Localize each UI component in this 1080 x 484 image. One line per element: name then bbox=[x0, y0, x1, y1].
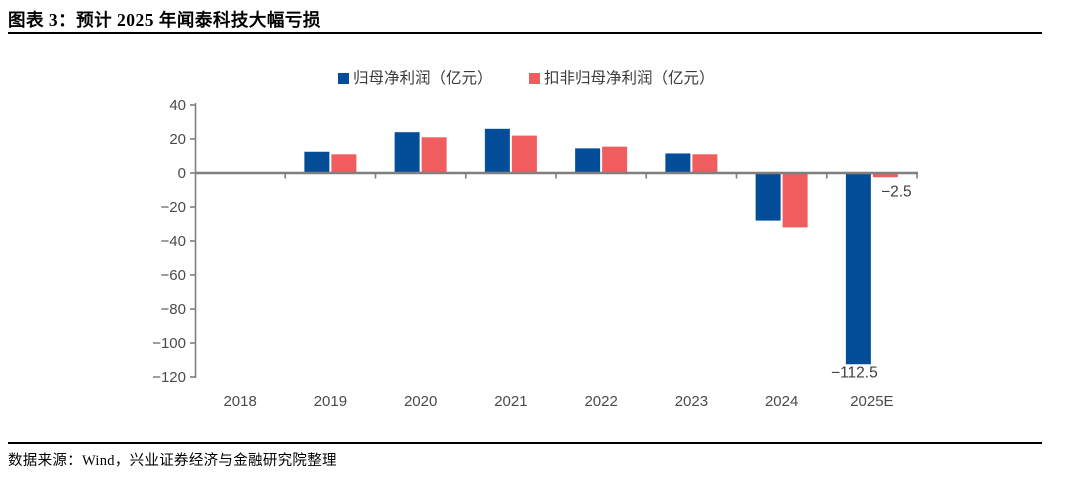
y-tick-label: −100 bbox=[152, 335, 186, 352]
bar bbox=[575, 148, 601, 173]
bar bbox=[304, 151, 330, 173]
bar-value-label: −2.5 bbox=[881, 183, 912, 200]
legend-label: 扣非归母净利润（亿元） bbox=[544, 69, 715, 87]
x-tick-label: 2019 bbox=[314, 393, 347, 410]
bar bbox=[511, 135, 537, 173]
x-tick-label: 2025E bbox=[850, 393, 893, 410]
legend-swatch bbox=[338, 73, 349, 84]
y-tick-label: −120 bbox=[152, 369, 186, 386]
legend-label: 归母净利润（亿元） bbox=[353, 69, 493, 87]
y-tick-label: 0 bbox=[178, 165, 186, 182]
x-tick-label: 2024 bbox=[765, 393, 798, 410]
x-tick-label: 2020 bbox=[404, 393, 437, 410]
title-divider bbox=[8, 32, 1042, 35]
figure-title: 图表 3：预计 2025 年闻泰科技大幅亏损 bbox=[8, 10, 321, 30]
y-tick-label: −80 bbox=[161, 301, 186, 318]
bar bbox=[665, 153, 691, 173]
y-tick-label: −40 bbox=[161, 233, 186, 250]
bar-value-label: −112.5 bbox=[831, 364, 878, 381]
bar bbox=[331, 154, 357, 173]
x-tick-label: 2023 bbox=[675, 393, 708, 410]
bar bbox=[845, 173, 871, 365]
x-tick-label: 2021 bbox=[494, 393, 527, 410]
footer-divider bbox=[8, 442, 1042, 444]
y-tick-label: 40 bbox=[169, 97, 186, 114]
bar bbox=[872, 173, 898, 178]
y-tick-label: −20 bbox=[161, 199, 186, 216]
bar bbox=[602, 146, 628, 173]
bar bbox=[421, 137, 447, 173]
legend-swatch bbox=[529, 73, 540, 84]
bar bbox=[692, 154, 718, 173]
y-tick-label: 20 bbox=[169, 131, 186, 148]
x-tick-label: 2022 bbox=[584, 393, 617, 410]
bar bbox=[394, 132, 420, 173]
bar bbox=[755, 173, 781, 221]
bar bbox=[484, 128, 510, 173]
x-tick-label: 2018 bbox=[223, 393, 256, 410]
y-tick-label: −60 bbox=[161, 267, 186, 284]
bar bbox=[782, 173, 808, 228]
source-note: 数据来源：Wind，兴业证券经济与金融研究院整理 bbox=[8, 453, 337, 469]
